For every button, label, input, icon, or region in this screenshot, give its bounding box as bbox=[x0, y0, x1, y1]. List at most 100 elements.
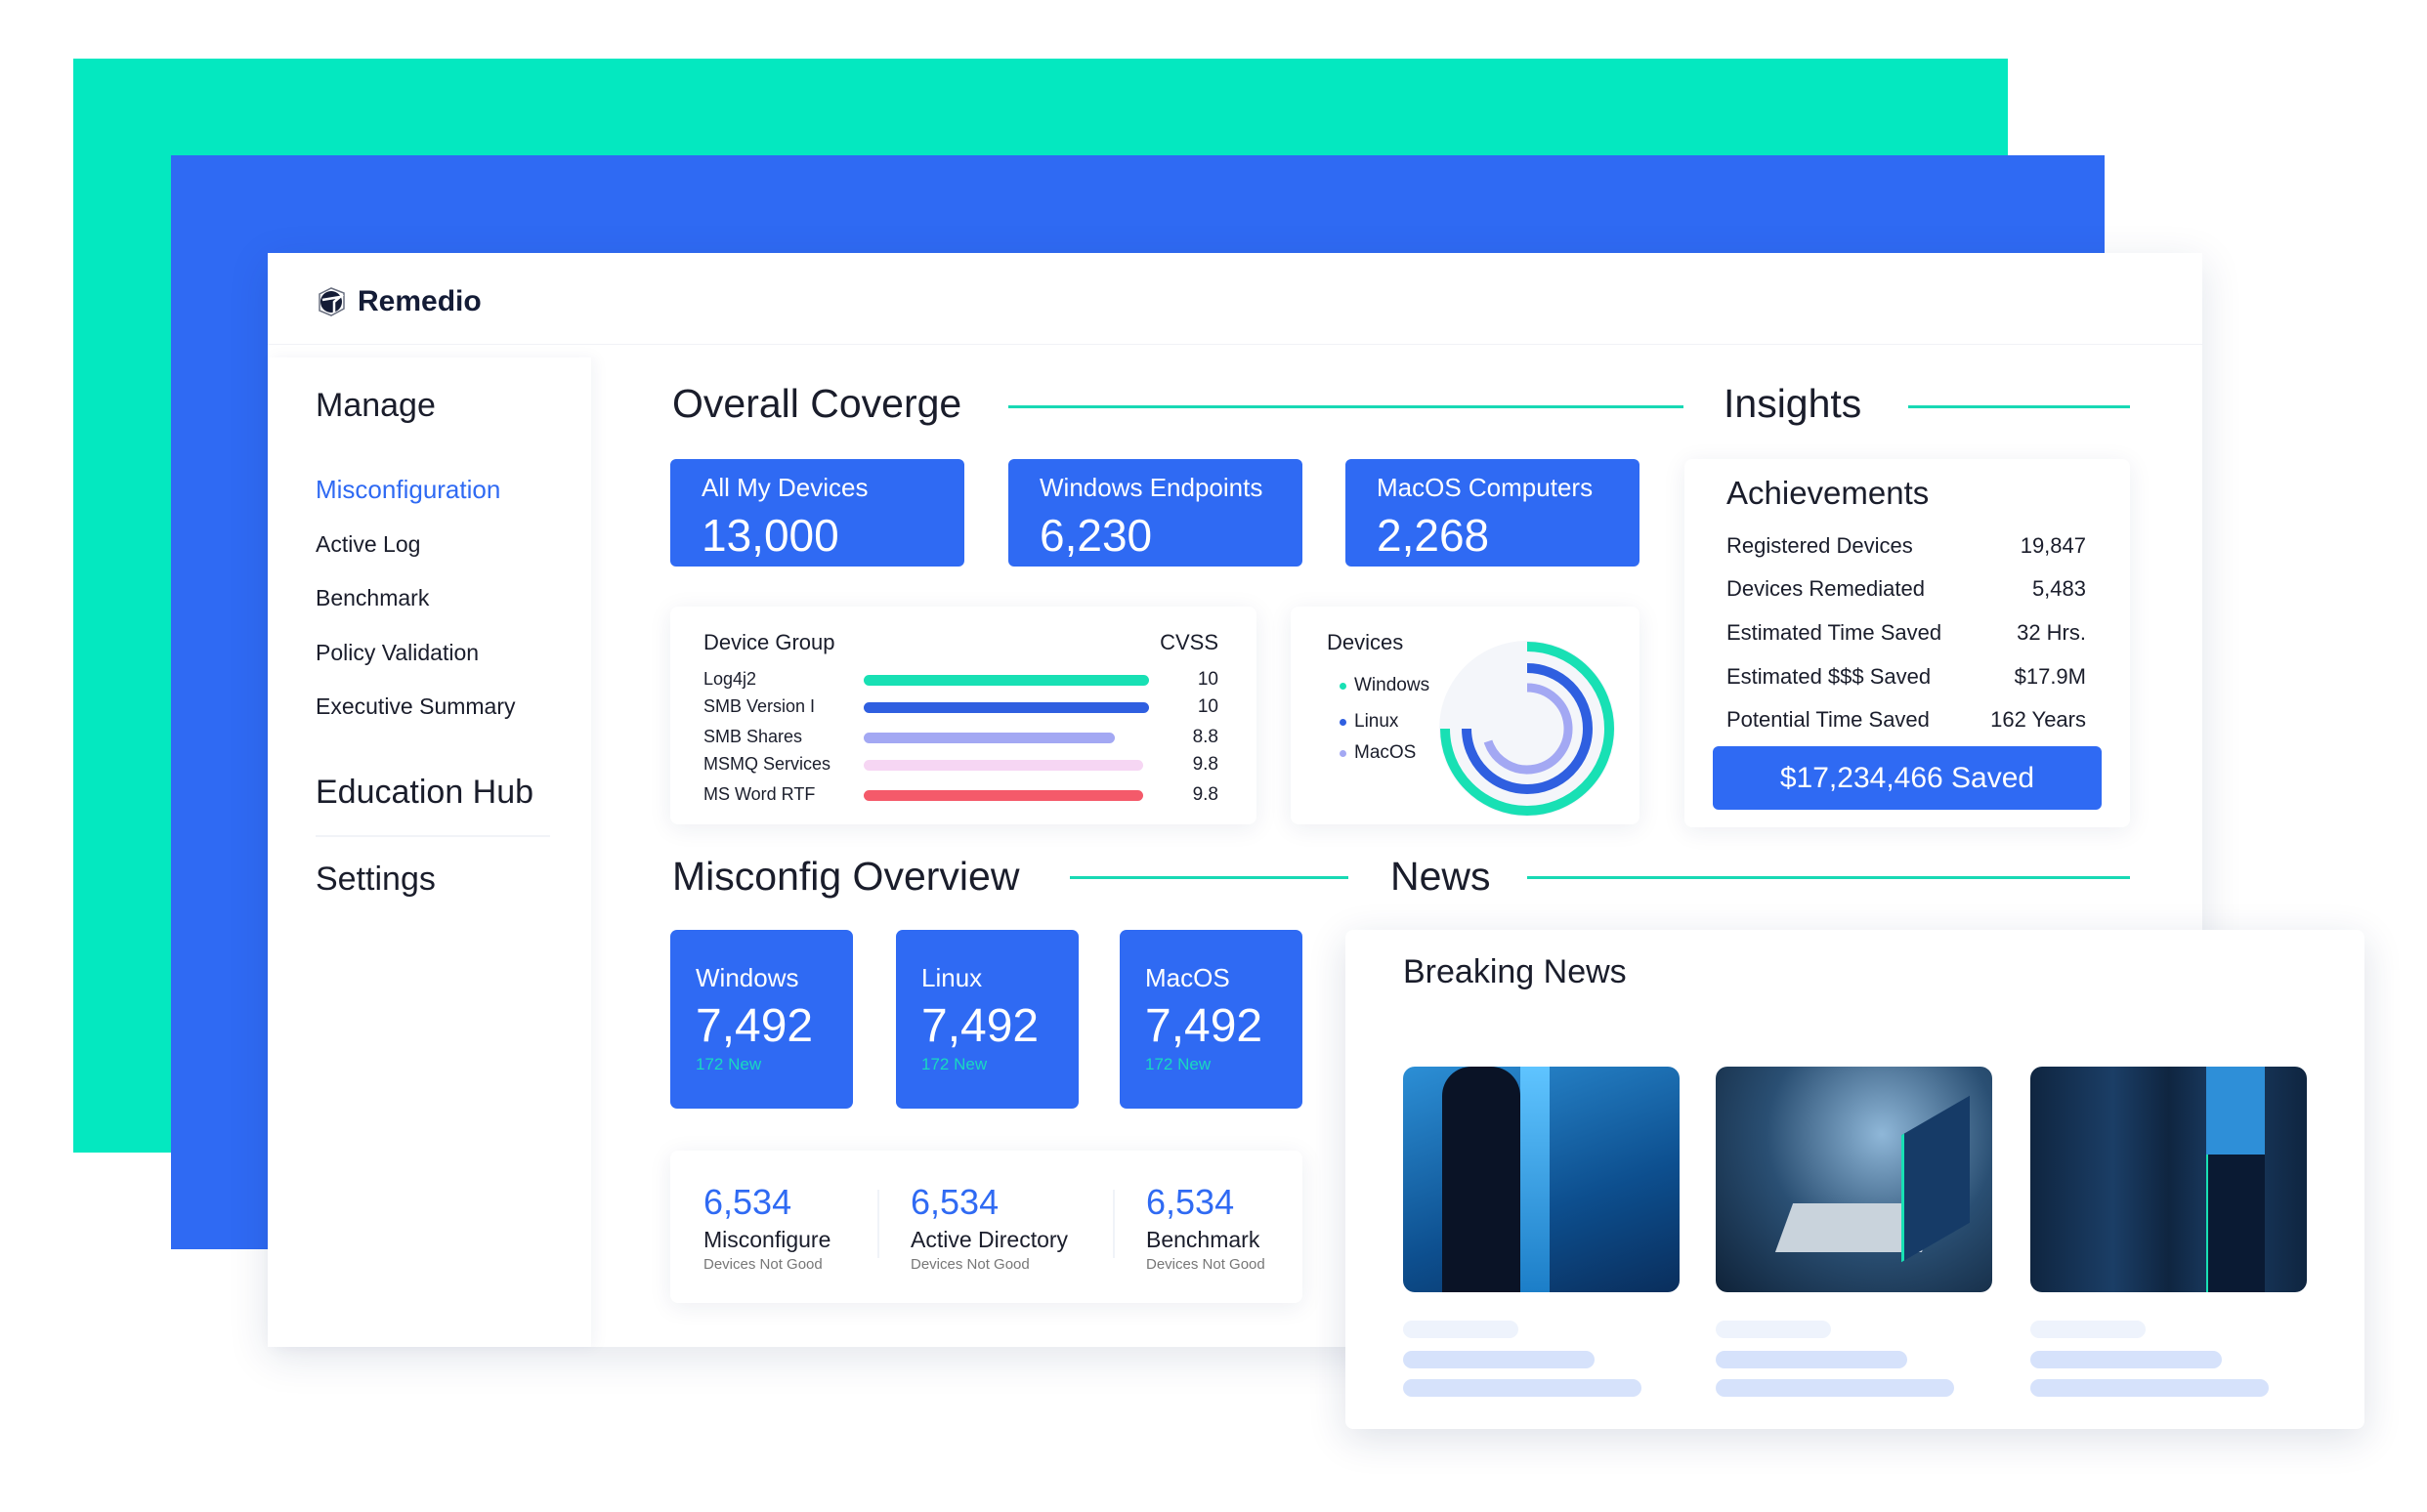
ring-linux bbox=[1462, 663, 1593, 794]
bar bbox=[864, 760, 1144, 771]
news-skeleton-line bbox=[1716, 1351, 1907, 1368]
summary-label: Benchmark bbox=[1146, 1227, 1260, 1252]
news-skeleton-line bbox=[1716, 1379, 1954, 1397]
sidebar-item-education-hub[interactable]: Education Hub bbox=[316, 774, 534, 811]
bar-value-label: 8.8 bbox=[1192, 727, 1218, 747]
news-skeleton-line bbox=[2030, 1321, 2146, 1338]
section-title-insights: Insights bbox=[1724, 381, 1862, 426]
summary-value: 6,534 bbox=[911, 1182, 1000, 1222]
summary-sub: Devices Not Good bbox=[1146, 1256, 1265, 1273]
summary-sub: Devices Not Good bbox=[911, 1256, 1030, 1273]
legend-label: Windows bbox=[1354, 675, 1430, 695]
os-card-macos[interactable]: MacOS 7,492 172 New bbox=[1120, 930, 1302, 1109]
os-new-count: 172 New bbox=[921, 1055, 988, 1073]
news-skeleton-line bbox=[1403, 1379, 1641, 1397]
bar-label: SMB Version I bbox=[703, 696, 816, 716]
breaking-news-title: Breaking News bbox=[1403, 953, 1627, 990]
news-skeleton-line bbox=[2030, 1379, 2269, 1397]
ring-macos bbox=[1483, 683, 1573, 775]
os-value: 7,492 bbox=[921, 1000, 1040, 1052]
misconfig-summary-card: 6,534 Misconfigure Devices Not Good 6,534 A… bbox=[670, 1151, 1302, 1303]
divider bbox=[1527, 876, 2130, 879]
achievement-value: 32 Hrs. bbox=[2017, 620, 2086, 645]
achievement-value: $17.9M bbox=[2014, 664, 2086, 689]
divider bbox=[877, 1190, 879, 1258]
news-skeleton-line bbox=[1403, 1351, 1595, 1368]
achievement-row: Potential Time Saved 162 Years bbox=[1726, 707, 2086, 733]
os-card-linux[interactable]: Linux 7,492 172 New bbox=[896, 930, 1079, 1109]
os-value: 7,492 bbox=[1145, 1000, 1263, 1052]
sidebar-heading-manage: Manage bbox=[316, 387, 436, 424]
news-skeleton-line bbox=[1716, 1321, 1831, 1338]
sidebar-item-active-log[interactable]: Active Log bbox=[316, 531, 421, 557]
sidebar: Manage Misconfiguration Active Log Bench… bbox=[268, 357, 591, 1347]
stat-value: 2,268 bbox=[1377, 510, 1490, 561]
app-header bbox=[268, 253, 2202, 345]
stat-value: 13,000 bbox=[702, 510, 839, 561]
bar-label: SMB Shares bbox=[703, 727, 803, 746]
legend-item: Windows bbox=[1340, 675, 1429, 696]
achievement-label: Estimated $$$ Saved bbox=[1726, 664, 1932, 689]
summary-label: Misconfigure bbox=[703, 1227, 831, 1252]
achievement-label: Estimated Time Saved bbox=[1726, 620, 1942, 645]
os-new-count: 172 New bbox=[696, 1055, 762, 1073]
os-new-count: 172 New bbox=[1145, 1055, 1212, 1073]
os-label: Linux bbox=[921, 963, 983, 992]
bar-value-label: 9.8 bbox=[1192, 754, 1218, 775]
bar-label: MS Word RTF bbox=[703, 784, 816, 804]
summary-label: Active Directory bbox=[911, 1227, 1069, 1252]
os-card-windows[interactable]: Windows 7,492 172 New bbox=[670, 930, 853, 1109]
news-image-datacenter-woman[interactable] bbox=[1403, 1067, 1680, 1292]
chart-xlabel: Device Group bbox=[703, 630, 835, 654]
legend-item: MacOS bbox=[1340, 742, 1416, 764]
stat-card-windows-endpoints[interactable]: Windows Endpoints 6,230 bbox=[1008, 459, 1302, 567]
total-saved-button[interactable]: $17,234,466 Saved bbox=[1713, 746, 2102, 810]
news-image-laptop[interactable] bbox=[1716, 1067, 1992, 1292]
legend-dot-icon bbox=[1340, 749, 1346, 757]
achievement-value: 19,847 bbox=[2020, 533, 2086, 558]
brand-logo[interactable]: Remedio bbox=[315, 285, 482, 318]
summary-active-directory[interactable]: 6,534 Active Directory Devices Not Good bbox=[911, 1182, 1068, 1273]
sidebar-item-misconfiguration[interactable]: Misconfiguration bbox=[316, 475, 501, 504]
legend-label: MacOS bbox=[1354, 742, 1417, 763]
stat-value: 6,230 bbox=[1040, 510, 1153, 561]
os-label: Windows bbox=[696, 963, 799, 992]
achievement-label: Potential Time Saved bbox=[1726, 707, 1930, 732]
summary-value: 6,534 bbox=[1146, 1182, 1235, 1222]
sidebar-item-benchmark[interactable]: Benchmark bbox=[316, 585, 430, 610]
achievement-label: Registered Devices bbox=[1726, 533, 1913, 558]
sidebar-item-executive-summary[interactable]: Executive Summary bbox=[316, 693, 516, 719]
bar-value-label: 10 bbox=[1197, 696, 1218, 717]
chart-ylabel: CVSS bbox=[1160, 630, 1218, 654]
section-title-coverage: Overall Coverge bbox=[672, 381, 962, 426]
sidebar-item-settings[interactable]: Settings bbox=[316, 861, 436, 898]
section-title-misconfig: Misconfig Overview bbox=[672, 854, 1020, 899]
divider bbox=[1008, 405, 1683, 408]
stat-label: All My Devices bbox=[702, 473, 869, 502]
bar bbox=[864, 675, 1149, 686]
achievement-value: 162 Years bbox=[1990, 707, 2086, 732]
news-skeleton-line bbox=[2030, 1351, 2222, 1368]
legend-item: Linux bbox=[1340, 711, 1398, 733]
stat-card-all-devices[interactable]: All My Devices 13,000 bbox=[670, 459, 964, 567]
news-skeleton-line bbox=[1403, 1321, 1518, 1338]
divider bbox=[316, 835, 550, 837]
sidebar-item-policy-validation[interactable]: Policy Validation bbox=[316, 640, 480, 665]
stat-card-macos-computers[interactable]: MacOS Computers 2,268 bbox=[1345, 459, 1639, 567]
device-group-chart: Device Group CVSS Log4j2 10 SMB Version I 1… bbox=[670, 607, 1256, 824]
brand-name: Remedio bbox=[358, 285, 482, 317]
achievement-row: Estimated Time Saved 32 Hrs. bbox=[1726, 620, 2086, 646]
divider bbox=[1070, 876, 1348, 879]
summary-misconfigure[interactable]: 6,534 Misconfigure Devices Not Good bbox=[703, 1182, 830, 1273]
stat-label: Windows Endpoints bbox=[1040, 473, 1263, 502]
os-value: 7,492 bbox=[696, 1000, 814, 1052]
stat-label: MacOS Computers bbox=[1377, 473, 1594, 502]
achievement-row: Estimated $$$ Saved $17.9M bbox=[1726, 664, 2086, 690]
achievement-row: Registered Devices 19,847 bbox=[1726, 533, 2086, 559]
summary-sub: Devices Not Good bbox=[703, 1256, 823, 1273]
news-image-server-room[interactable] bbox=[2030, 1067, 2307, 1292]
divider bbox=[1908, 405, 2130, 408]
summary-benchmark[interactable]: 6,534 Benchmark Devices Not Good bbox=[1146, 1182, 1265, 1273]
bar-label: MSMQ Services bbox=[703, 754, 831, 774]
bar-value-label: 10 bbox=[1197, 669, 1218, 690]
